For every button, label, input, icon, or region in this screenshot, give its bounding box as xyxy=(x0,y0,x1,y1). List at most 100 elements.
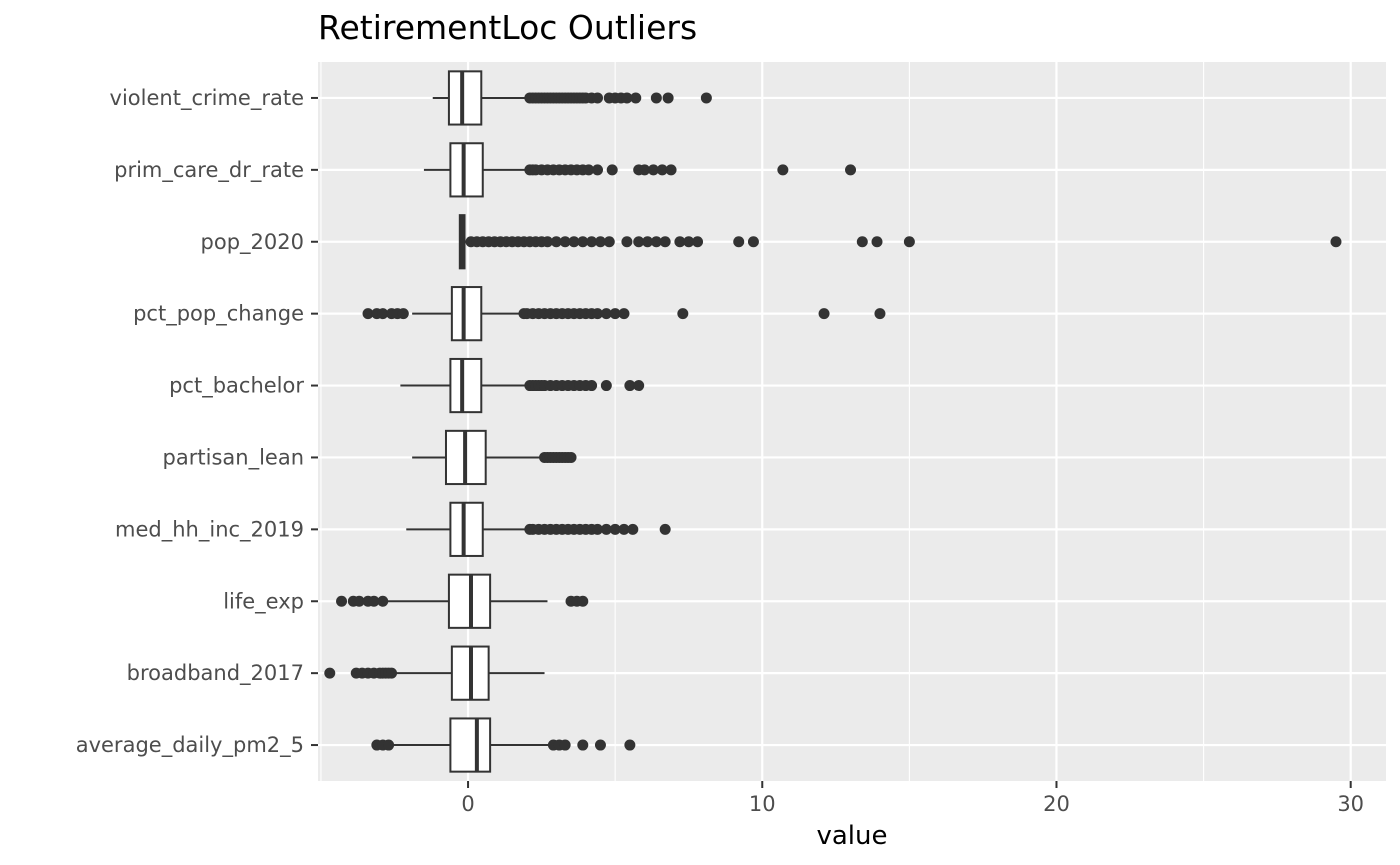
outlier-point xyxy=(377,595,389,607)
outlier-point xyxy=(747,236,759,248)
outlier-point xyxy=(650,92,662,104)
outlier-point xyxy=(627,523,639,535)
outlier-point xyxy=(665,164,677,176)
box-iqr xyxy=(447,70,483,126)
outlier-point xyxy=(324,667,336,679)
outlier-point xyxy=(621,236,633,248)
outlier-point xyxy=(336,595,348,607)
outlier-point xyxy=(662,92,674,104)
outlier-point xyxy=(586,236,598,248)
outlier-point xyxy=(592,523,604,535)
outlier-point xyxy=(871,236,883,248)
outlier-point xyxy=(383,739,395,751)
box-broadband_2017 xyxy=(324,645,545,701)
box-iqr xyxy=(449,142,484,198)
box-pct_bachelor xyxy=(400,357,645,414)
outlier-point xyxy=(559,739,571,751)
box-pop_2020 xyxy=(458,214,1342,270)
outlier-point xyxy=(630,92,642,104)
outlier-point xyxy=(618,523,630,535)
box-iqr xyxy=(449,717,492,773)
y-tick-label: pct_bachelor xyxy=(169,374,304,399)
outlier-point xyxy=(633,236,645,248)
boxes-layer xyxy=(324,70,1342,773)
y-tick-label: prim_care_dr_rate xyxy=(114,158,304,183)
box-iqr xyxy=(449,501,484,557)
outlier-point xyxy=(647,164,659,176)
y-axis: violent_crime_rate prim_care_dr_rate pop_2… xyxy=(76,86,318,758)
minor-gridlines xyxy=(320,62,1205,781)
outlier-point xyxy=(368,595,380,607)
x-axis-label: value xyxy=(816,821,887,851)
outlier-point xyxy=(592,164,604,176)
outlier-point xyxy=(609,308,621,320)
outlier-point xyxy=(565,451,577,463)
outlier-point xyxy=(700,92,712,104)
outlier-point xyxy=(559,236,571,248)
outlier-point xyxy=(600,308,612,320)
outlier-point xyxy=(586,380,598,392)
outlier-point xyxy=(397,308,409,320)
outlier-point xyxy=(639,164,651,176)
outlier-point xyxy=(353,595,365,607)
y-tick-label: pop_2020 xyxy=(201,230,304,255)
outlier-point xyxy=(600,380,612,392)
box-iqr xyxy=(449,357,483,414)
outlier-point xyxy=(583,164,595,176)
y-tick-label: violent_crime_rate xyxy=(110,86,304,111)
outlier-point xyxy=(818,308,830,320)
box-iqr xyxy=(450,286,483,342)
outlier-point xyxy=(609,523,621,535)
y-tick-label: med_hh_inc_2019 xyxy=(115,517,304,542)
outlier-point xyxy=(633,380,645,392)
outlier-point xyxy=(642,236,654,248)
outlier-point xyxy=(856,236,868,248)
outlier-point xyxy=(568,236,580,248)
outlier-point xyxy=(845,164,857,176)
y-tick-label: partisan_lean xyxy=(163,445,304,470)
box-med_hh_inc_2019 xyxy=(406,501,671,557)
outlier-point xyxy=(677,308,689,320)
y-tick-label: life_exp xyxy=(223,589,304,614)
outlier-point xyxy=(386,667,398,679)
outlier-point xyxy=(577,236,589,248)
box-life_exp xyxy=(336,573,589,629)
y-tick-label: average_daily_pm2_5 xyxy=(76,733,304,758)
outlier-point xyxy=(603,236,615,248)
outlier-point xyxy=(903,236,915,248)
outlier-point xyxy=(606,164,618,176)
x-tick-label: 0 xyxy=(461,792,474,816)
y-tick-label: broadband_2017 xyxy=(127,661,304,686)
outlier-point xyxy=(624,380,636,392)
outlier-point xyxy=(777,164,789,176)
outlier-point xyxy=(659,236,671,248)
outlier-point xyxy=(674,236,686,248)
outlier-point xyxy=(874,308,886,320)
box-average_daily_pm2_5 xyxy=(371,717,636,773)
outlier-point xyxy=(650,236,662,248)
outlier-point xyxy=(1330,236,1342,248)
y-tick-label: pct_pop_change xyxy=(133,302,304,327)
x-axis: 0 10 20 30 xyxy=(461,781,1364,816)
x-tick-label: 20 xyxy=(1043,792,1070,816)
outlier-point xyxy=(592,92,604,104)
outlier-point xyxy=(683,236,695,248)
outlier-point xyxy=(692,236,704,248)
outlier-point xyxy=(618,308,630,320)
chart-title: RetirementLoc Outliers xyxy=(318,8,698,47)
box-violent_crime_rate xyxy=(432,70,712,126)
x-tick-label: 10 xyxy=(749,792,776,816)
outlier-point xyxy=(659,523,671,535)
box-partisan_lean xyxy=(412,429,577,486)
outlier-point xyxy=(377,308,389,320)
outlier-point xyxy=(592,308,604,320)
plot-panel xyxy=(318,62,1386,781)
box-pct_pop_change xyxy=(362,286,886,342)
outlier-point xyxy=(621,92,633,104)
outlier-point xyxy=(577,595,589,607)
box-prim_care_dr_rate xyxy=(423,142,857,198)
x-tick-label: 30 xyxy=(1337,792,1364,816)
outlier-point xyxy=(577,739,589,751)
outlier-point xyxy=(600,523,612,535)
